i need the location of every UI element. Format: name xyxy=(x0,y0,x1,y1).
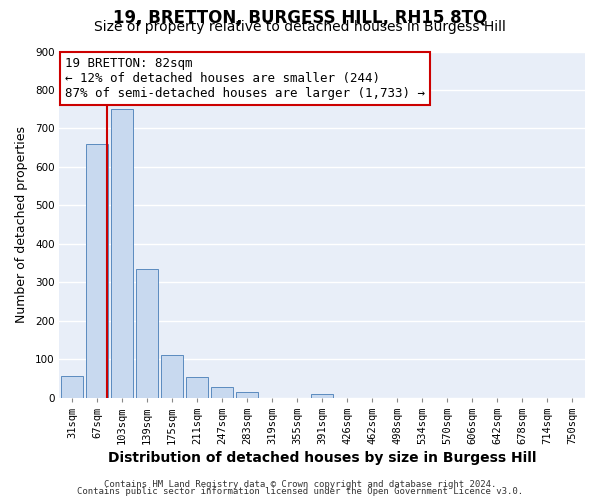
Y-axis label: Number of detached properties: Number of detached properties xyxy=(15,126,28,323)
Bar xyxy=(311,394,334,398)
Text: Contains public sector information licensed under the Open Government Licence v3: Contains public sector information licen… xyxy=(77,487,523,496)
Bar xyxy=(161,355,184,398)
Bar xyxy=(61,376,83,398)
Text: Contains HM Land Registry data © Crown copyright and database right 2024.: Contains HM Land Registry data © Crown c… xyxy=(104,480,496,489)
Bar xyxy=(136,268,158,398)
Bar xyxy=(111,109,133,398)
Bar xyxy=(186,377,208,398)
Text: Size of property relative to detached houses in Burgess Hill: Size of property relative to detached ho… xyxy=(94,20,506,34)
Bar xyxy=(86,144,108,398)
Bar xyxy=(236,392,259,398)
Bar xyxy=(211,387,233,398)
Text: 19 BRETTON: 82sqm
← 12% of detached houses are smaller (244)
87% of semi-detache: 19 BRETTON: 82sqm ← 12% of detached hous… xyxy=(65,56,425,100)
X-axis label: Distribution of detached houses by size in Burgess Hill: Distribution of detached houses by size … xyxy=(108,451,536,465)
Text: 19, BRETTON, BURGESS HILL, RH15 8TQ: 19, BRETTON, BURGESS HILL, RH15 8TQ xyxy=(113,9,487,27)
